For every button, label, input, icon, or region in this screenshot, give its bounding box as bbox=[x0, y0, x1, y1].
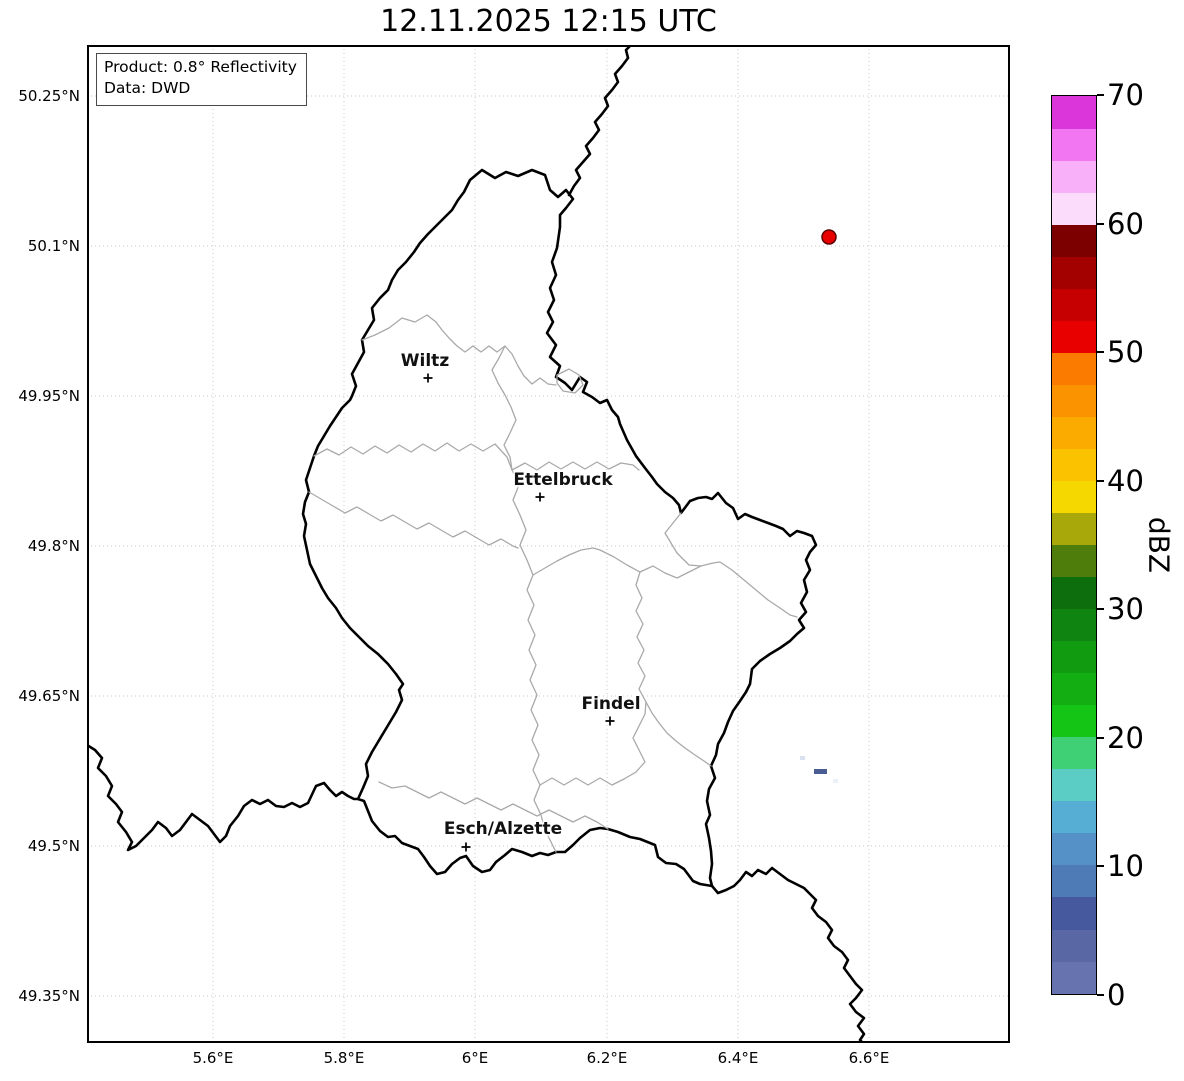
product-info-box: Product: 0.8° Reflectivity Data: DWD bbox=[96, 53, 307, 106]
border-belgium-france bbox=[87, 743, 360, 852]
colorbar-tick-label: 40 bbox=[1107, 463, 1144, 498]
reflectivity-echo bbox=[800, 756, 805, 760]
lon-tick-label: 6°E bbox=[461, 1049, 489, 1067]
country-borders bbox=[87, 45, 866, 1043]
colorbar-segment bbox=[1052, 512, 1096, 546]
colorbar-segment bbox=[1052, 928, 1096, 962]
canton-borders bbox=[308, 314, 798, 853]
lon-tick-label: 6.6°E bbox=[848, 1049, 890, 1067]
colorbar-segment bbox=[1052, 128, 1096, 161]
border-france-germany bbox=[710, 866, 866, 1043]
colorbar-tick-label: 30 bbox=[1107, 592, 1144, 627]
colorbar-tick bbox=[1097, 994, 1104, 996]
city-label: Findel bbox=[581, 694, 641, 714]
colorbar-tick bbox=[1097, 479, 1104, 482]
colorbar-segment bbox=[1052, 480, 1096, 514]
colorbar-segment bbox=[1052, 960, 1096, 994]
city-label: Wiltz bbox=[400, 351, 450, 371]
colorbar-segment bbox=[1052, 384, 1096, 417]
radar-echoes bbox=[800, 756, 838, 783]
colorbar-tick-label: 60 bbox=[1107, 206, 1144, 241]
lat-tick-label: 50.25°N bbox=[18, 87, 80, 105]
colorbar-tick-label: 10 bbox=[1107, 849, 1144, 884]
colorbar-segment bbox=[1052, 896, 1096, 930]
colorbar-segment bbox=[1052, 704, 1096, 738]
colorbar-segment bbox=[1052, 192, 1096, 225]
city-plus-marker bbox=[459, 840, 473, 854]
colorbar-segment bbox=[1052, 608, 1096, 642]
lon-tick-label: 5.6°E bbox=[192, 1049, 234, 1067]
lat-tick-label: 49.35°N bbox=[18, 987, 80, 1005]
graticule-gridlines bbox=[87, 45, 1010, 1043]
colorbar-segment bbox=[1052, 256, 1096, 289]
colorbar-unit-label: dBZ bbox=[1142, 516, 1176, 574]
reflectivity-echo bbox=[833, 779, 838, 783]
colorbar-segment bbox=[1052, 736, 1096, 770]
page-title: 12.11.2025 12:15 UTC bbox=[380, 4, 717, 39]
colorbar-segment bbox=[1052, 320, 1096, 353]
colorbar-segment bbox=[1052, 160, 1096, 193]
reflectivity-echo bbox=[814, 769, 827, 774]
colorbar-tick bbox=[1097, 865, 1104, 868]
colorbar-segment bbox=[1052, 352, 1096, 385]
city-plus-marker bbox=[533, 490, 547, 504]
colorbar bbox=[1051, 95, 1097, 995]
colorbar-segment bbox=[1052, 544, 1096, 578]
colorbar-segment bbox=[1052, 576, 1096, 610]
city-markers bbox=[421, 229, 837, 854]
colorbar-tick bbox=[1097, 94, 1104, 96]
lon-tick-label: 5.8°E bbox=[323, 1049, 365, 1067]
colorbar-segment bbox=[1052, 224, 1096, 257]
lat-tick-label: 49.65°N bbox=[18, 687, 80, 705]
colorbar-segment bbox=[1052, 672, 1096, 706]
colorbar-segment bbox=[1052, 640, 1096, 674]
lat-tick-label: 49.5°N bbox=[27, 837, 80, 855]
colorbar-tick bbox=[1097, 608, 1104, 611]
colorbar-segment bbox=[1052, 96, 1096, 129]
city-label: Ettelbruck bbox=[513, 470, 613, 490]
colorbar-tick-label: 20 bbox=[1107, 720, 1144, 755]
city-plus-marker bbox=[421, 371, 435, 385]
colorbar-segment bbox=[1052, 800, 1096, 834]
border-luxembourg bbox=[301, 168, 818, 888]
lat-tick-label: 50.1°N bbox=[27, 237, 80, 255]
colorbar-tick-label: 0 bbox=[1107, 978, 1126, 1012]
colorbar-segment bbox=[1052, 448, 1096, 482]
colorbar-segment bbox=[1052, 768, 1096, 802]
colorbar-tick bbox=[1097, 351, 1104, 354]
colorbar-tick-label: 50 bbox=[1107, 335, 1144, 370]
axes-frame bbox=[87, 45, 1010, 1043]
colorbar-tick bbox=[1097, 222, 1104, 225]
colorbar-segment bbox=[1052, 416, 1096, 449]
border-belgium-germany bbox=[567, 45, 633, 197]
city-label: Esch/Alzette bbox=[443, 819, 563, 839]
city-plus-marker bbox=[603, 714, 617, 728]
lat-tick-label: 49.95°N bbox=[18, 387, 80, 405]
data-source-line: Data: DWD bbox=[104, 79, 191, 98]
colorbar-tick bbox=[1097, 736, 1104, 739]
lat-tick-label: 49.8°N bbox=[27, 537, 80, 555]
radar-site-dot bbox=[821, 229, 837, 245]
colorbar-segment bbox=[1052, 288, 1096, 321]
colorbar-tick-label: 70 bbox=[1107, 78, 1144, 112]
map-plot-area: Product: 0.8° Reflectivity Data: DWD Wil… bbox=[87, 45, 1010, 1043]
luxembourg-map bbox=[87, 45, 1010, 1043]
product-line: Product: 0.8° Reflectivity bbox=[104, 58, 297, 76]
lon-tick-label: 6.4°E bbox=[717, 1049, 759, 1067]
colorbar-segment bbox=[1052, 864, 1096, 898]
lon-tick-label: 6.2°E bbox=[586, 1049, 628, 1067]
colorbar-segment bbox=[1052, 832, 1096, 866]
